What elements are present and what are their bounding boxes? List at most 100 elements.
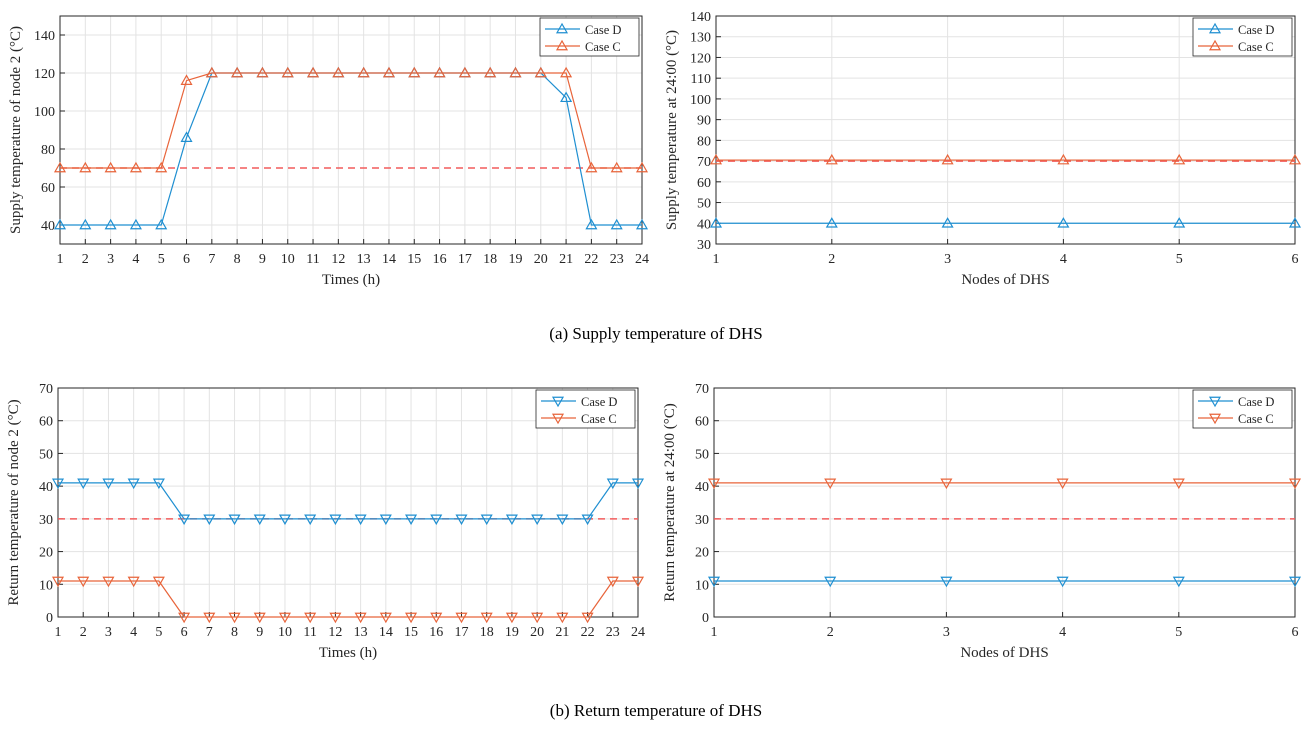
data-point [1057, 217, 1070, 228]
data-point [1172, 576, 1185, 588]
y-tick-label: 70 [697, 155, 711, 170]
data-point [278, 514, 291, 526]
legend-marker [1208, 39, 1222, 51]
x-tick-label: 14 [379, 625, 393, 640]
data-point [433, 66, 446, 78]
data-point [256, 66, 269, 78]
x-tick-label: 3 [944, 252, 951, 267]
legend-entry: Case C [585, 40, 621, 54]
y-tick-label: 50 [39, 447, 53, 462]
legend-entry: Case D [585, 23, 621, 37]
charts-layer: 1 2 3 4 5 6 7 8 9 10 11 12 13 14 15 16 17 18 19 20 21 22 23 244… [6, 10, 1302, 661]
x-tick-label: 21 [559, 252, 573, 267]
y-tick-label: 60 [695, 415, 709, 430]
y-tick-label: 40 [697, 217, 711, 232]
y-tick-label: 100 [690, 93, 711, 108]
data-point [102, 576, 115, 588]
y-tick-label: 60 [697, 176, 711, 191]
x-tick-label: 8 [234, 252, 241, 267]
y-tick-label: 40 [695, 480, 709, 495]
data-point [707, 576, 721, 588]
data-point [53, 218, 67, 230]
data-point [455, 514, 468, 526]
y-axis-label: Return temperature at 24:00 (°C) [662, 403, 678, 601]
y-tick-label: 120 [34, 67, 55, 82]
data-point [1288, 217, 1302, 228]
series-line-0 [58, 482, 638, 520]
x-tick-label: 15 [407, 252, 421, 267]
legend: Case D Case C [539, 17, 640, 57]
data-point [203, 612, 216, 624]
x-tick-label: 11 [303, 625, 316, 640]
data-point [1056, 478, 1069, 490]
data-point [253, 612, 266, 624]
data-point [1172, 478, 1185, 490]
data-point [825, 217, 838, 228]
legend-box [535, 389, 636, 429]
data-point [940, 576, 953, 588]
data-point [53, 161, 67, 173]
legend-entry: Case C [1238, 412, 1274, 426]
x-tick-label: 22 [581, 625, 595, 640]
data-point [357, 66, 370, 78]
x-axis-label: Nodes of DHS [961, 272, 1049, 288]
data-point [556, 612, 569, 624]
legend-entry: Case D [1238, 395, 1274, 409]
x-tick-label: 15 [404, 625, 418, 640]
x-tick-label: 2 [827, 625, 834, 640]
legend-entry: Case C [1238, 40, 1274, 54]
x-tick-label: 23 [610, 252, 624, 267]
x-tick-label: 13 [354, 625, 368, 640]
x-tick-label: 2 [828, 252, 835, 267]
y-tick-label: 50 [697, 197, 711, 212]
y-tick-label: 10 [39, 578, 53, 593]
data-point [631, 478, 645, 490]
data-point [1173, 153, 1186, 165]
data-point [79, 161, 92, 173]
data-point [129, 218, 142, 230]
data-point [1288, 153, 1302, 165]
x-tick-label: 19 [508, 252, 522, 267]
legend: Case D Case C [1192, 389, 1293, 429]
plot-frame [715, 15, 1296, 245]
data-point [205, 66, 218, 78]
x-axis-label: Nodes of DHS [960, 645, 1048, 661]
data-point [480, 612, 493, 624]
x-tick-label: 10 [281, 252, 295, 267]
y-tick-label: 10 [695, 578, 709, 593]
data-point [281, 66, 294, 78]
x-tick-label: 4 [132, 252, 139, 267]
x-tick-label: 12 [331, 252, 345, 267]
x-tick-label: 3 [107, 252, 114, 267]
data-point [585, 161, 598, 173]
data-point [606, 576, 619, 588]
data-point [631, 576, 645, 588]
x-tick-label: 20 [530, 625, 544, 640]
y-tick-label: 20 [695, 546, 709, 561]
legend-marker [555, 39, 569, 51]
x-tick-label: 23 [606, 625, 620, 640]
data-point [152, 478, 165, 490]
x-tick-label: 20 [534, 252, 548, 267]
data-point [610, 161, 623, 173]
x-tick-label: 1 [55, 625, 62, 640]
data-point [155, 161, 168, 173]
data-point [707, 478, 721, 490]
chart-b-left: 1 2 3 4 5 6 7 8 9 10 11 12 13 14 15 16 17 18 19 20 21 22 23 240… [6, 382, 645, 661]
data-point [585, 218, 598, 230]
x-tick-label: 18 [480, 625, 494, 640]
data-point [51, 478, 65, 490]
data-point [458, 66, 471, 78]
data-point [382, 66, 395, 78]
data-point [560, 91, 573, 103]
data-point [534, 66, 547, 78]
data-point [51, 576, 65, 588]
x-tick-label: 5 [158, 252, 165, 267]
data-point [332, 66, 345, 78]
x-tick-label: 18 [483, 252, 497, 267]
data-point [278, 612, 291, 624]
caption-a: (a) Supply temperature of DHS [549, 324, 762, 343]
data-point [709, 217, 723, 228]
y-tick-label: 70 [39, 382, 53, 397]
data-point [940, 478, 953, 490]
